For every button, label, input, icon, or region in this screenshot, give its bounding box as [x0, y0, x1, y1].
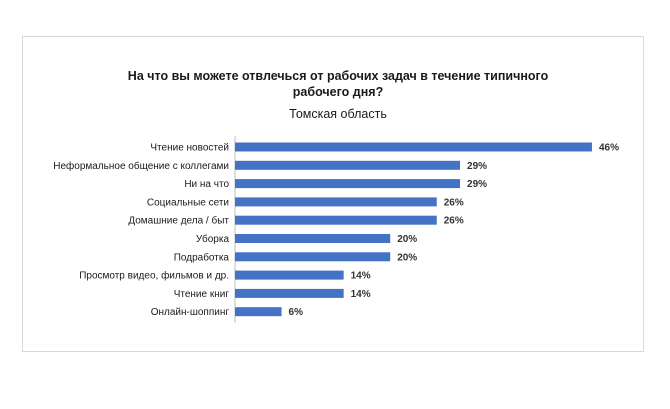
- category-label: Просмотр видео, фильмов и др.: [79, 270, 229, 282]
- data-label: 14%: [351, 289, 371, 300]
- data-label: 20%: [397, 234, 417, 245]
- bar: [235, 307, 282, 317]
- chart-title: На что вы можете отвлечься от рабочих за…: [127, 69, 549, 99]
- bar: [235, 179, 461, 189]
- bar: [235, 142, 592, 152]
- bar: [235, 288, 344, 298]
- chart-frame: На что вы можете отвлечься от рабочих за…: [22, 36, 644, 352]
- data-label: 29%: [467, 179, 487, 190]
- bar: [235, 270, 344, 280]
- category-label: Чтение книг: [174, 289, 230, 300]
- category-label: Неформальное общение с коллегами: [53, 160, 229, 172]
- bar: [235, 234, 391, 243]
- bar: [235, 197, 437, 207]
- category-label: Ни на что: [184, 179, 229, 190]
- data-label: 26%: [444, 197, 464, 208]
- category-label: Домашние дела / быт: [128, 215, 229, 227]
- data-label: 26%: [444, 216, 464, 227]
- bar: [235, 215, 437, 225]
- category-label: Онлайн-шоппинг: [151, 307, 230, 318]
- category-label: Уборка: [196, 233, 230, 245]
- bar-chart: Чтение новостей 46% Неформальное общение с…: [53, 135, 619, 323]
- bar: [235, 252, 391, 262]
- chart-subtitle: Томская область: [289, 107, 387, 121]
- category-label: Подработка: [174, 251, 230, 263]
- category-label: Чтение новостей: [150, 143, 229, 154]
- category-label: Социальные сети: [147, 197, 229, 208]
- bar: [235, 160, 461, 170]
- data-label: 20%: [397, 252, 417, 263]
- data-label: 29%: [467, 161, 487, 172]
- data-label: 14%: [351, 271, 371, 282]
- data-label: 46%: [599, 143, 619, 154]
- data-label: 6%: [289, 307, 304, 318]
